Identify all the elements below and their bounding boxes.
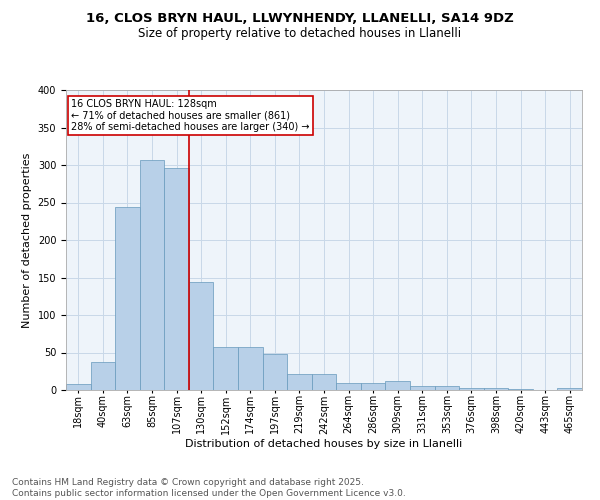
Bar (361, 383, 385, 390)
Bar (140, 160, 164, 390)
Bar (164, 168, 189, 390)
Bar (336, 383, 361, 390)
Bar (459, 388, 484, 390)
Bar (410, 386, 434, 390)
Bar (508, 389, 533, 390)
Y-axis label: Number of detached properties: Number of detached properties (22, 152, 32, 328)
Bar (263, 354, 287, 390)
Bar (214, 347, 238, 390)
Bar (66, 384, 91, 390)
Bar (189, 282, 214, 390)
Text: 16 CLOS BRYN HAUL: 128sqm
← 71% of detached houses are smaller (861)
28% of semi: 16 CLOS BRYN HAUL: 128sqm ← 71% of detac… (71, 99, 310, 132)
Bar (312, 374, 336, 390)
Bar (287, 374, 312, 390)
Bar (434, 386, 459, 390)
Bar (484, 388, 508, 390)
Text: Size of property relative to detached houses in Llanelli: Size of property relative to detached ho… (139, 28, 461, 40)
Text: 16, CLOS BRYN HAUL, LLWYNHENDY, LLANELLI, SA14 9DZ: 16, CLOS BRYN HAUL, LLWYNHENDY, LLANELLI… (86, 12, 514, 26)
Bar (385, 381, 410, 390)
Bar (238, 347, 263, 390)
Bar (115, 207, 140, 390)
Text: Contains HM Land Registry data © Crown copyright and database right 2025.
Contai: Contains HM Land Registry data © Crown c… (12, 478, 406, 498)
Bar (557, 388, 582, 390)
X-axis label: Distribution of detached houses by size in Llanelli: Distribution of detached houses by size … (185, 439, 463, 449)
Bar (91, 362, 115, 390)
